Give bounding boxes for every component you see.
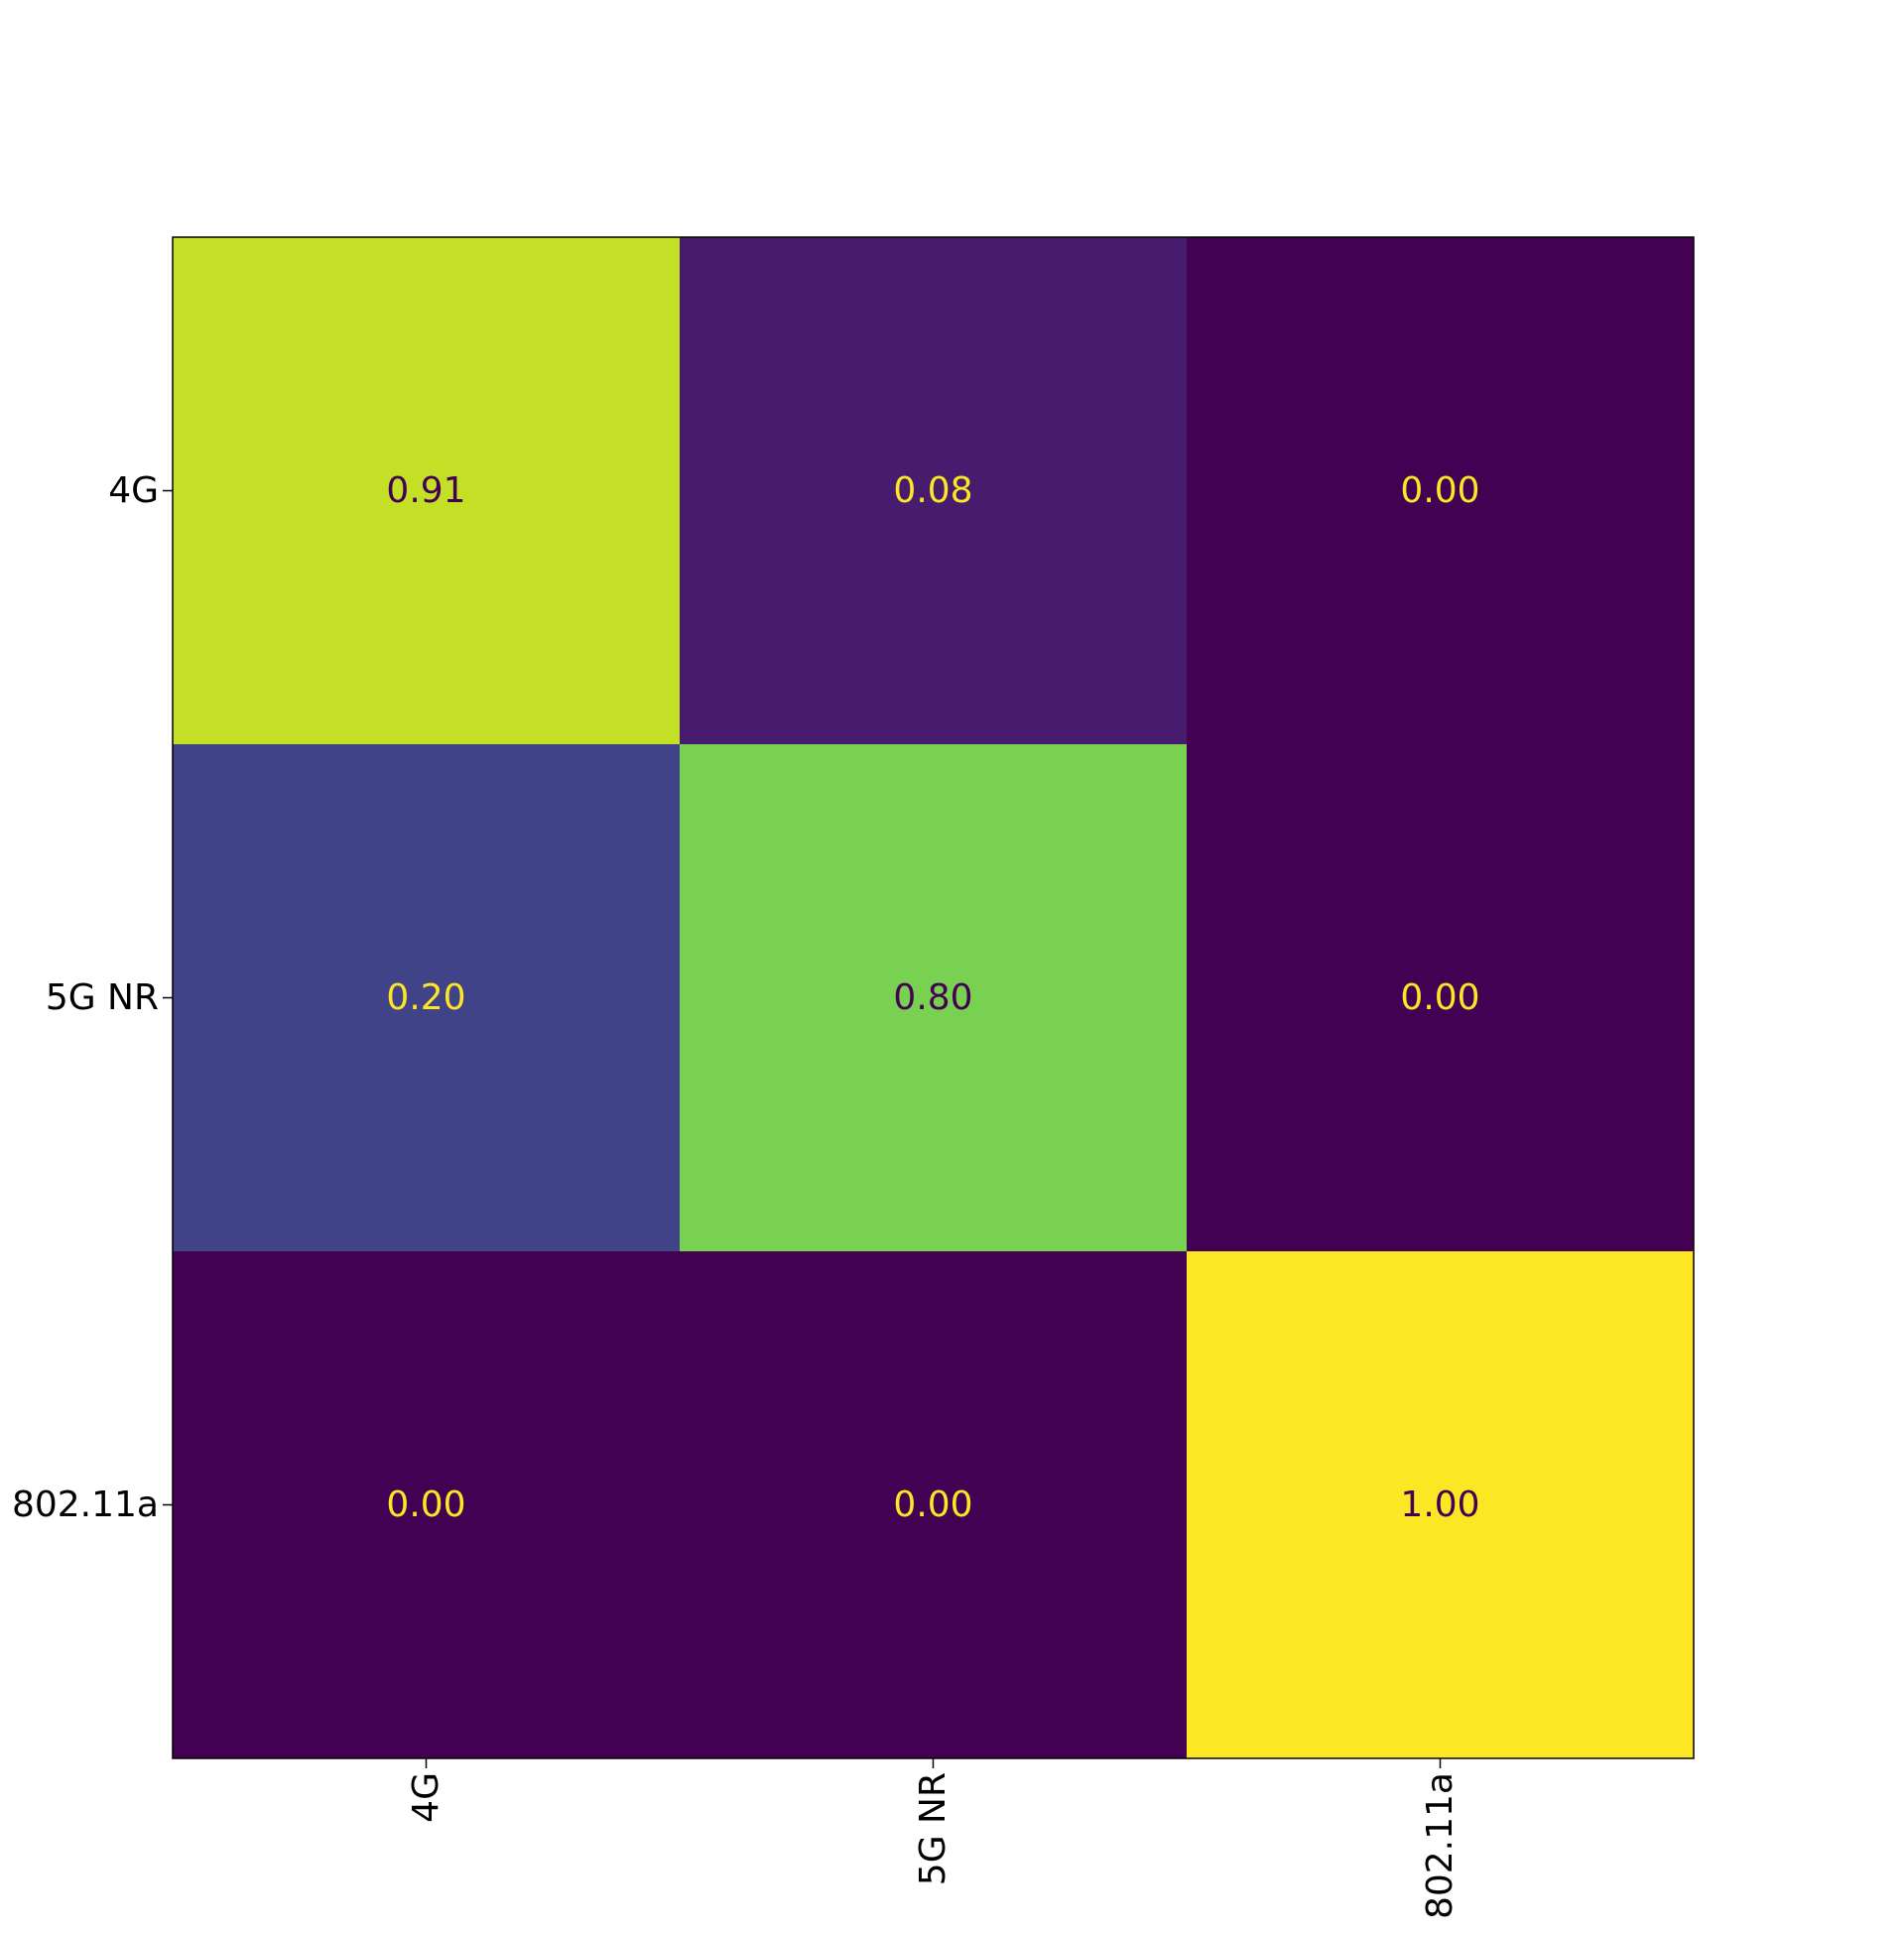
x-tick-label: 5G NR [913, 1772, 953, 1885]
heatmap-cell [173, 1251, 680, 1758]
heatmap-cell [173, 237, 680, 744]
heatmap-cell [680, 1251, 1187, 1758]
cell-value-label: 0.20 [386, 977, 465, 1018]
heatmap-cell [1187, 744, 1694, 1251]
x-axis: 4G 5G NR 802.11a [406, 1758, 1460, 1919]
cell-value-label: 1.00 [1400, 1484, 1479, 1525]
heatmap-cell [1187, 1251, 1694, 1758]
x-tick-label: 802.11a [1420, 1772, 1460, 1919]
heatmap-cell [680, 744, 1187, 1251]
heatmap-cell [680, 237, 1187, 744]
cell-value-label: 0.00 [893, 1484, 972, 1525]
cell-value-label: 0.00 [1400, 470, 1479, 511]
cell-value-label: 0.00 [386, 1484, 465, 1525]
cell-value-label: 0.08 [893, 470, 972, 511]
y-tick-label: 802.11a [12, 1484, 159, 1525]
cell-value-label: 0.80 [893, 977, 972, 1018]
cell-value-label: 0.00 [1400, 977, 1479, 1018]
heatmap-cell [173, 744, 680, 1251]
heatmap-cells [173, 237, 1694, 1758]
y-tick-label: 5G NR [46, 977, 159, 1018]
cell-value-label: 0.91 [386, 470, 465, 511]
y-axis: 4G 5G NR 802.11a [12, 470, 173, 1525]
heatmap-cell-labels: 0.91 0.08 0.00 0.20 0.80 0.00 0.00 0.00 1.00 [386, 470, 1479, 1525]
x-tick-label: 4G [406, 1772, 446, 1823]
heatmap-cell [1187, 237, 1694, 744]
y-tick-label: 4G [108, 470, 159, 511]
